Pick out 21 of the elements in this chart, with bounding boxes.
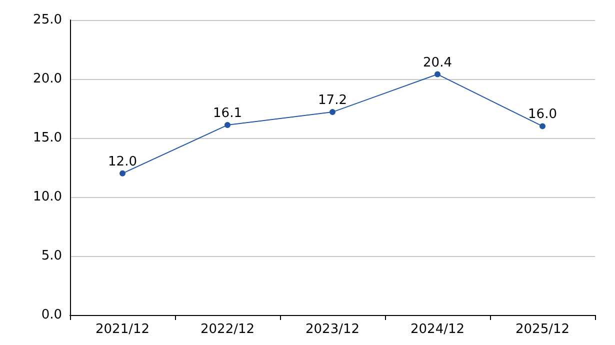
data-label: 20.4 [423, 55, 452, 70]
y-tick-label: 25.0 [33, 12, 62, 28]
x-tick-label: 2024/12 [410, 322, 465, 337]
y-tick-label: 20.0 [33, 72, 62, 86]
x-tick-label: 2025/12 [515, 322, 570, 337]
data-label: 16.0 [528, 107, 557, 122]
point [224, 122, 230, 128]
y-tick-label: 10.0 [33, 190, 62, 204]
point [120, 170, 126, 176]
x-tick-label: 2023/12 [305, 322, 360, 337]
point [330, 109, 336, 116]
y-tick-label: 5.0 [41, 248, 62, 264]
point [434, 71, 440, 78]
y-tick-label: 15.0 [33, 130, 62, 146]
x-tick-label: 2022/12 [200, 322, 255, 337]
y-tick-label: 0.0 [41, 308, 62, 322]
data-label: 17.2 [318, 93, 347, 108]
data-label: 12.0 [108, 154, 137, 170]
x-tick-label: 2021/12 [95, 322, 150, 337]
data-label: 16.1 [213, 106, 242, 122]
point [540, 123, 546, 130]
